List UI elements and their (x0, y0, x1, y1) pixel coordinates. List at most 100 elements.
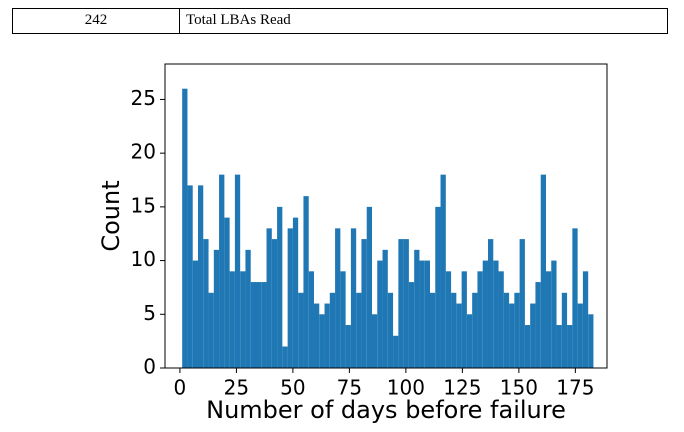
bar (456, 303, 462, 368)
bar (414, 249, 420, 368)
bar (424, 260, 430, 368)
bar (540, 174, 546, 368)
bar (461, 271, 467, 368)
bar (229, 271, 235, 368)
bar (319, 314, 325, 368)
y-tick-label: 5 (143, 301, 156, 325)
x-tick-label: 0 (174, 376, 187, 400)
bar (187, 185, 193, 368)
bar (398, 239, 404, 368)
bar (530, 303, 536, 368)
bar (245, 249, 251, 368)
bar (324, 303, 330, 368)
bar (514, 292, 520, 368)
axes-frame (164, 63, 608, 369)
bar (240, 271, 246, 368)
bar (577, 303, 583, 368)
bar (224, 217, 230, 368)
bar (472, 292, 478, 368)
bar (371, 314, 378, 368)
bar (282, 346, 288, 368)
bar (182, 88, 188, 368)
bar (345, 325, 351, 368)
x-tick-label: 50 (280, 376, 305, 400)
bar (287, 228, 293, 368)
bar (292, 217, 299, 368)
bar (234, 174, 241, 368)
bar (435, 206, 441, 368)
x-tick-label: 150 (500, 376, 538, 400)
table-cell: 242 (13, 9, 180, 33)
bar (509, 303, 515, 368)
bar (250, 282, 256, 368)
bar (419, 260, 425, 368)
bar (588, 314, 594, 368)
x-tick-label: 75 (337, 376, 362, 400)
y-tick-label: 15 (131, 193, 156, 217)
table-cell: Total LBAs Read (186, 12, 291, 28)
bar (445, 271, 452, 368)
bar (203, 239, 209, 368)
y-tick-label: 25 (131, 86, 156, 110)
bar (313, 303, 320, 368)
bar (192, 260, 198, 368)
bar (197, 185, 204, 368)
bar (340, 271, 346, 368)
bar (403, 239, 409, 368)
bar (356, 292, 362, 368)
bar (361, 239, 367, 368)
bar (213, 249, 220, 368)
y-axis-label: Count (97, 180, 125, 251)
bar (208, 292, 214, 368)
bar (493, 260, 499, 368)
bar (551, 260, 557, 368)
bar (408, 282, 415, 368)
y-tick-label: 20 (131, 140, 156, 164)
bar (519, 239, 525, 368)
bar (535, 282, 541, 368)
bar (482, 260, 488, 368)
bar (393, 335, 399, 368)
x-tick-label: 175 (556, 376, 594, 400)
bar (298, 292, 304, 368)
bar (329, 292, 336, 368)
bar (219, 174, 225, 368)
bar (308, 271, 314, 368)
bar (255, 282, 262, 368)
x-axis-label: Number of days before failure (206, 396, 566, 424)
bar (572, 228, 578, 368)
bar (277, 206, 283, 368)
bar (266, 228, 272, 368)
y-tick-label: 10 (131, 247, 156, 271)
bar (556, 325, 562, 368)
table-row: 242 Total LBAs Read (12, 8, 668, 34)
bar (382, 249, 388, 368)
bar (477, 271, 483, 368)
bar (377, 260, 383, 368)
bar (451, 292, 457, 368)
y-tick-label: 0 (143, 355, 156, 379)
x-tick-label: 125 (443, 376, 481, 400)
bar (429, 292, 436, 368)
bar (582, 271, 589, 368)
bar (545, 271, 552, 368)
bar (440, 174, 446, 368)
bar (271, 239, 278, 368)
x-tick-label: 100 (387, 376, 425, 400)
bar (466, 314, 473, 368)
bar (524, 325, 531, 368)
x-tick-label: 25 (224, 376, 249, 400)
bar (261, 282, 267, 368)
bar (303, 196, 309, 368)
bar (487, 239, 494, 368)
bar (567, 325, 573, 368)
bar (366, 206, 372, 368)
bar (561, 292, 568, 368)
bar (503, 292, 510, 368)
bar (387, 292, 394, 368)
bar (335, 228, 341, 368)
bar (498, 271, 504, 368)
bar (350, 228, 357, 368)
